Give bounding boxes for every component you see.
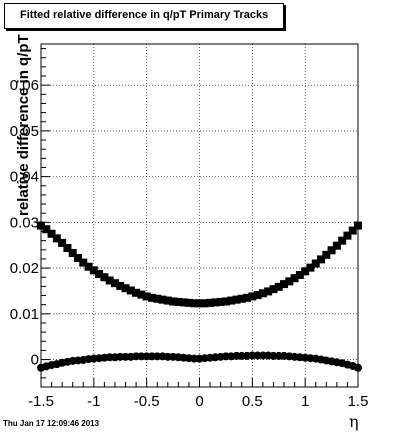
title-box: Fitted relative difference in q/pT Prima… (4, 3, 284, 29)
y-tick-label: 0.05 (10, 123, 39, 140)
square-point (42, 225, 51, 234)
square-point (211, 298, 220, 307)
square-point (89, 266, 98, 275)
square-point (264, 287, 273, 296)
square-point (200, 299, 209, 308)
square-point (274, 282, 283, 291)
square-point (232, 295, 241, 304)
square-point (95, 270, 104, 279)
square-point (237, 294, 246, 303)
square-point (52, 234, 61, 243)
x-tick-label: -1.5 (28, 393, 54, 410)
y-tick-label: 0.02 (10, 260, 39, 277)
square-point (295, 270, 304, 279)
x-tick-label: -0.5 (134, 393, 160, 410)
square-point (137, 290, 146, 299)
x-tick-label: 1 (301, 393, 309, 410)
y-tick-label: 0.03 (10, 214, 39, 231)
square-point (169, 297, 178, 306)
square-point (248, 292, 257, 301)
y-tick-label: 0 (31, 352, 39, 369)
square-point (190, 299, 199, 308)
square-point (153, 294, 162, 303)
y-axis-label: relative difference in q/pT (15, 34, 32, 216)
y-tick-label: 0.06 (10, 77, 39, 94)
axes: -1.5 -1 -0.5 0 0.5 1 1.5 0 0.01 0.02 0.03 0.04 0.05 0… (10, 48, 369, 410)
square-point (100, 273, 109, 282)
square-point (348, 226, 357, 235)
square-point (253, 291, 262, 300)
x-tick-label: 0.5 (242, 393, 263, 410)
square-point (285, 277, 294, 286)
square-point (343, 231, 352, 240)
y-tick-label: 0.01 (10, 306, 39, 323)
square-point (221, 297, 230, 306)
square-point (216, 297, 225, 306)
square-point (110, 279, 119, 288)
data-series (37, 221, 362, 372)
circle-point (354, 363, 362, 372)
square-point (163, 296, 172, 305)
square-point (280, 280, 289, 289)
square-point (327, 246, 336, 255)
square-point (142, 292, 151, 301)
square-point (73, 254, 82, 263)
grid (40, 44, 359, 387)
square-point (174, 297, 183, 306)
x-tick-label: -1 (87, 393, 100, 410)
square-point (243, 293, 252, 302)
square-point (332, 241, 341, 250)
y-tick-label: 0.04 (10, 169, 39, 186)
square-point (258, 289, 267, 298)
square-point (47, 229, 56, 238)
square-point (132, 288, 141, 297)
chart-title: Fitted relative difference in q/pT Prima… (20, 9, 269, 21)
x-tick-label: 1.5 (348, 393, 369, 410)
square-point (63, 243, 72, 252)
square-point (354, 221, 362, 230)
timestamp: Thu Jan 17 12:09:46 2013 (3, 419, 100, 428)
square-point (84, 262, 93, 271)
square-point (147, 293, 156, 302)
square-point (58, 238, 67, 247)
square-point (269, 285, 278, 294)
square-point (121, 284, 130, 293)
square-point (338, 236, 347, 245)
square-point (311, 259, 320, 268)
square-point (105, 276, 114, 285)
square-point (37, 221, 45, 230)
square-point (206, 298, 215, 307)
square-point (79, 258, 88, 267)
square-point (290, 274, 299, 283)
square-point (306, 263, 315, 272)
square-point (301, 267, 310, 276)
square-point (195, 299, 204, 308)
square-point (126, 286, 135, 295)
x-axis-label: η (349, 412, 359, 431)
x-tick-label: 0 (195, 393, 203, 410)
square-point (227, 296, 236, 305)
square-point (116, 281, 125, 290)
square-point (68, 249, 77, 258)
square-point (317, 255, 326, 264)
square-point (158, 295, 167, 304)
square-point (184, 298, 193, 307)
square-point (322, 250, 331, 259)
square-point (179, 298, 188, 307)
